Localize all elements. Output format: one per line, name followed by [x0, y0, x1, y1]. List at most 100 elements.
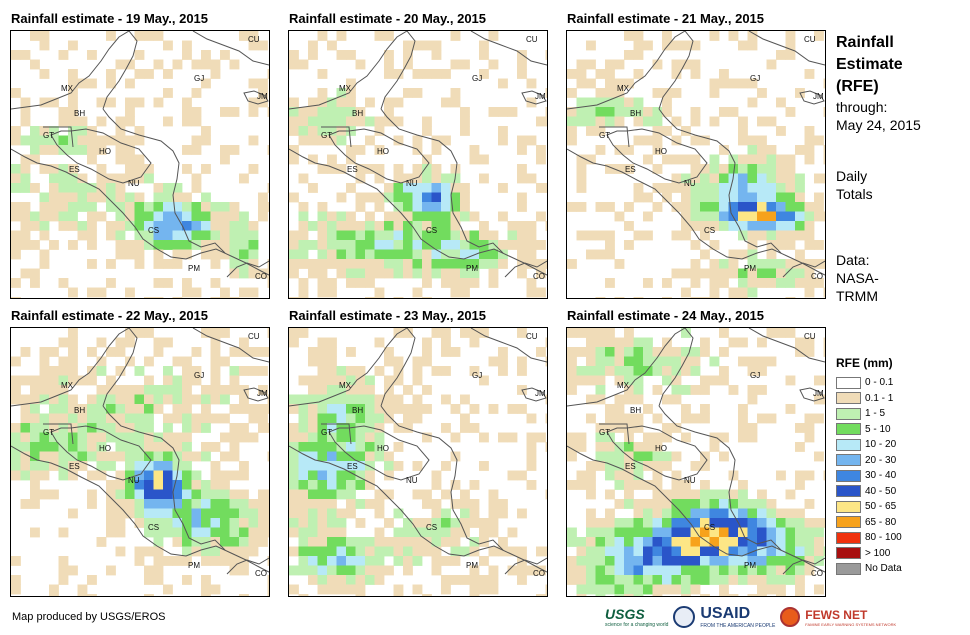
rainfall-cell	[690, 518, 701, 528]
rainfall-cell	[823, 78, 825, 89]
rainfall-cell	[96, 356, 107, 367]
rainfall-cell	[220, 470, 230, 481]
legend-item: 0.1 - 1	[836, 391, 902, 407]
rainfall-cell	[30, 126, 40, 136]
rainfall-cell	[479, 249, 489, 260]
rainfall-cell	[115, 518, 126, 528]
rainfall-cell	[681, 347, 691, 357]
rainfall-cell	[412, 518, 423, 528]
rainfall-cell	[586, 489, 596, 500]
rainfall-cell	[441, 575, 451, 585]
rainfall-cell	[346, 394, 356, 405]
rainfall-cell	[719, 594, 729, 596]
rainfall-cell	[365, 211, 375, 222]
rainfall-cell	[248, 40, 259, 51]
rainfall-cell	[795, 183, 805, 193]
rainfall-cell	[355, 240, 366, 250]
rainfall-cell	[172, 432, 183, 443]
rainfall-cell	[690, 575, 701, 585]
rainfall-cell	[403, 565, 413, 576]
rainfall-cell	[327, 413, 337, 424]
rainfall-cell	[652, 126, 663, 136]
rainfall-cell	[346, 375, 356, 386]
rainfall-cell	[460, 394, 470, 405]
rainfall-cell	[671, 135, 682, 146]
rainfall-cell	[633, 347, 644, 357]
rainfall-cell	[346, 556, 356, 566]
rainfall-cell	[182, 278, 192, 288]
rainfall-cell	[172, 413, 183, 424]
rainfall-cell	[125, 328, 135, 338]
rainfall-cell	[441, 69, 451, 79]
rainfall-cell	[327, 546, 337, 557]
rainfall-cell	[191, 135, 202, 146]
rainfall-cell	[248, 230, 259, 241]
rainfall-cell	[460, 268, 470, 279]
rainfall-cell	[545, 183, 547, 193]
rainfall-cell	[690, 183, 701, 193]
rainfall-cell	[374, 145, 385, 155]
rainfall-cell	[652, 470, 663, 481]
rainfall-cell	[450, 556, 461, 566]
rainfall-cell	[327, 375, 337, 386]
rainfall-cell	[747, 366, 758, 376]
rainfall-cell	[298, 442, 309, 452]
rainfall-cell	[614, 565, 625, 576]
rainfall-cell	[153, 565, 164, 576]
rainfall-cell	[526, 480, 537, 490]
rainfall-cell	[346, 470, 356, 481]
rainfall-cell	[210, 356, 221, 367]
rainfall-cell	[747, 202, 758, 212]
rainfall-cell	[605, 337, 615, 348]
rainfall-cell	[633, 69, 644, 79]
rainfall-cell	[403, 527, 413, 538]
rainfall-cell	[586, 78, 596, 89]
rainfall-cell	[239, 240, 249, 250]
rainfall-cell	[633, 366, 644, 376]
rainfall-cell	[267, 328, 269, 338]
rainfall-cell	[814, 527, 824, 538]
rainfall-cell	[545, 116, 547, 127]
rainfall-cell	[172, 461, 183, 471]
rainfall-cell	[153, 230, 164, 241]
rainfall-cell	[87, 202, 97, 212]
rainfall-cell	[690, 556, 701, 566]
rainfall-cell	[700, 413, 710, 424]
rainfall-cell	[172, 518, 183, 528]
rainfall-cell	[327, 556, 337, 566]
rainfall-cell	[229, 221, 240, 231]
rainfall-cell	[643, 337, 653, 348]
rainfall-cell	[719, 489, 729, 500]
rainfall-cell	[795, 145, 805, 155]
rainfall-cell	[298, 135, 309, 146]
rainfall-cell	[624, 50, 634, 60]
rainfall-cell	[595, 527, 606, 538]
rainfall-cell	[96, 192, 107, 203]
rainfall-cell	[460, 499, 470, 509]
rainfall-cell	[289, 145, 299, 155]
rainfall-cell	[58, 575, 69, 585]
rainfall-cell	[210, 202, 221, 212]
rainfall-cell	[58, 164, 69, 174]
rainfall-cell	[700, 499, 710, 509]
rainfall-cell	[709, 259, 720, 269]
rainfall-cell	[220, 546, 230, 557]
rainfall-cell	[134, 249, 145, 260]
rainfall-cell	[671, 116, 682, 127]
rainfall-cell	[517, 565, 527, 576]
rainfall-cell	[374, 537, 385, 547]
rainfall-cell	[700, 249, 710, 260]
rainfall-cell	[586, 546, 596, 557]
rainfall-cell	[68, 202, 78, 212]
rainfall-cell	[776, 50, 786, 60]
rainfall-cell	[248, 287, 259, 298]
rainfall-cell	[87, 192, 97, 203]
rainfall-cell	[823, 259, 825, 269]
rainfall-cell	[77, 404, 88, 414]
rainfall-cell	[614, 145, 625, 155]
legend-label: 5 - 10	[865, 423, 891, 435]
rainfall-cell	[393, 268, 404, 279]
rainfall-cell	[182, 470, 192, 481]
rainfall-cell	[517, 135, 527, 146]
rainfall-cell	[317, 556, 328, 566]
